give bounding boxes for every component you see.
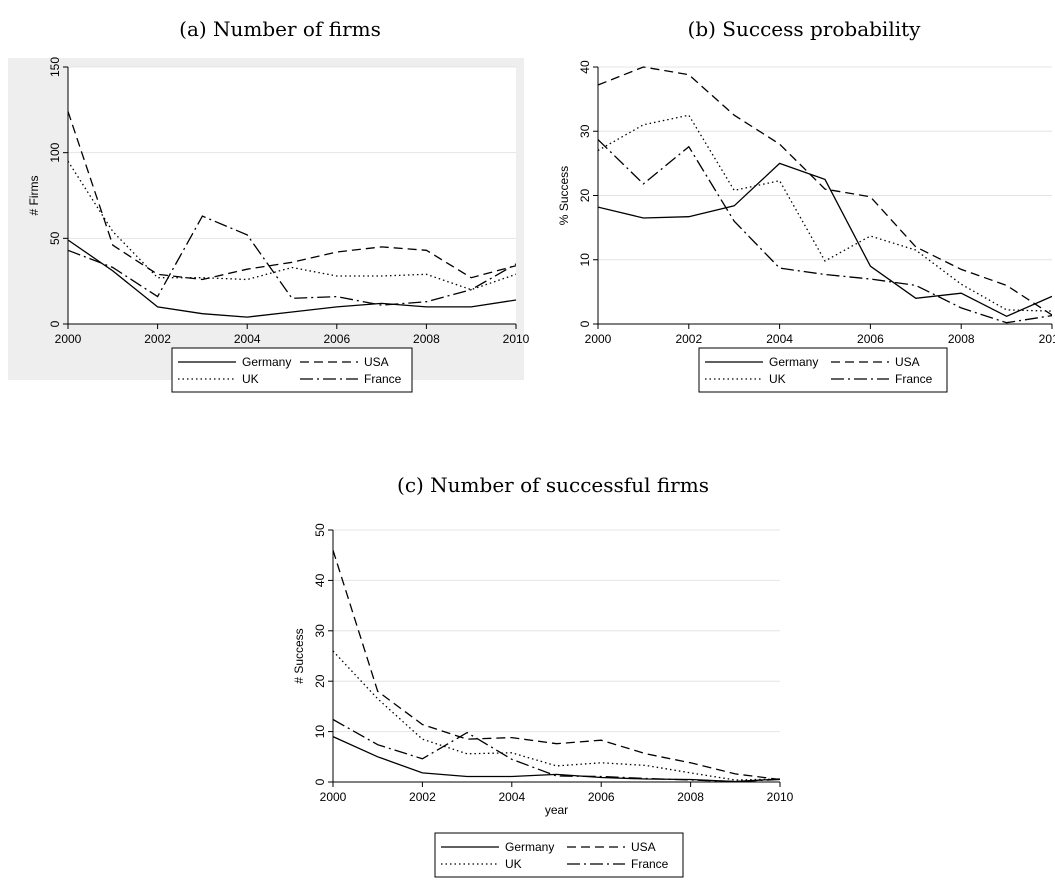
legend-label: Germany bbox=[505, 840, 554, 854]
series-line-germany bbox=[68, 239, 516, 318]
plot-area bbox=[68, 67, 516, 324]
series-line-germany bbox=[598, 162, 1052, 318]
legend-label: UK bbox=[769, 372, 786, 386]
series-line-usa bbox=[598, 66, 1052, 316]
x-tick-label: 2000 bbox=[320, 790, 347, 804]
legend-label: Germany bbox=[242, 355, 291, 369]
legend-label: France bbox=[895, 372, 933, 386]
x-tick-label: 2010 bbox=[503, 332, 530, 346]
y-tick-label: 150 bbox=[48, 57, 62, 77]
legend-label: UK bbox=[505, 857, 522, 871]
series-line-uk bbox=[68, 160, 516, 291]
x-tick-label: 2008 bbox=[413, 332, 440, 346]
chart-caption: (a) Number of firms bbox=[179, 17, 381, 41]
legend-label: Germany bbox=[769, 355, 818, 369]
y-axis-label: % Success bbox=[557, 166, 571, 225]
y-tick-label: 20 bbox=[313, 674, 327, 688]
y-tick-label: 30 bbox=[578, 124, 592, 138]
legend-label: USA bbox=[631, 840, 656, 854]
series-line-france bbox=[68, 215, 516, 306]
legend-box bbox=[698, 347, 948, 393]
legend-label: France bbox=[631, 857, 669, 871]
y-tick-label: 100 bbox=[48, 142, 62, 162]
x-tick-label: 2006 bbox=[588, 790, 615, 804]
x-tick-label: 2004 bbox=[766, 332, 793, 346]
y-tick-label: 50 bbox=[313, 523, 327, 537]
legend-label: France bbox=[364, 372, 402, 386]
x-tick-label: 2010 bbox=[767, 790, 794, 804]
chart-panel: (a) Number of firms 0 50 100 150 2000 2002 2004… bbox=[8, 17, 530, 393]
x-tick-label: 2008 bbox=[948, 332, 975, 346]
x-tick-label: 2002 bbox=[409, 790, 436, 804]
chart-caption: (b) Success probability bbox=[688, 17, 922, 41]
plot-area bbox=[333, 530, 780, 782]
series-line-france bbox=[598, 139, 1052, 324]
chart-panel: (b) Success probability 0 10 20 30 40 2000 2002… bbox=[557, 17, 1055, 393]
series-line-france bbox=[333, 718, 780, 783]
series-line-usa bbox=[68, 111, 516, 281]
x-axis-label: year bbox=[545, 803, 568, 817]
y-tick-label: 0 bbox=[48, 320, 62, 327]
y-tick-label: 0 bbox=[578, 320, 592, 327]
y-tick-label: 30 bbox=[313, 624, 327, 638]
legend-label: UK bbox=[242, 372, 259, 386]
x-tick-label: 2004 bbox=[498, 790, 525, 804]
y-axis-label: # Firms bbox=[27, 176, 41, 216]
y-tick-label: 40 bbox=[578, 60, 592, 74]
y-tick-label: 0 bbox=[313, 778, 327, 785]
legend-box bbox=[171, 347, 413, 393]
y-axis-label: # Success bbox=[292, 628, 306, 683]
y-tick-label: 10 bbox=[313, 725, 327, 739]
x-tick-label: 2006 bbox=[857, 332, 884, 346]
x-tick-label: 2002 bbox=[675, 332, 702, 346]
series-line-uk bbox=[333, 650, 780, 781]
chart-caption: (c) Number of successful firms bbox=[397, 473, 709, 497]
legend-label: USA bbox=[895, 355, 920, 369]
x-tick-label: 2000 bbox=[585, 332, 612, 346]
x-tick-label: 2000 bbox=[55, 332, 82, 346]
x-tick-label: 2008 bbox=[677, 790, 704, 804]
y-tick-label: 40 bbox=[313, 573, 327, 587]
legend-box bbox=[434, 832, 684, 878]
x-tick-label: 2002 bbox=[144, 332, 171, 346]
y-tick-label: 10 bbox=[578, 253, 592, 267]
x-tick-label: 2006 bbox=[323, 332, 350, 346]
x-tick-label: 2010 bbox=[1039, 332, 1055, 346]
series-line-uk bbox=[598, 114, 1052, 312]
y-tick-label: 50 bbox=[48, 231, 62, 245]
series-line-usa bbox=[333, 550, 780, 781]
chart-panel: (c) Number of successful firms 0 10 20 30 40 5… bbox=[292, 473, 794, 878]
y-tick-label: 20 bbox=[578, 189, 592, 203]
legend-label: USA bbox=[364, 355, 389, 369]
x-tick-label: 2004 bbox=[234, 332, 261, 346]
